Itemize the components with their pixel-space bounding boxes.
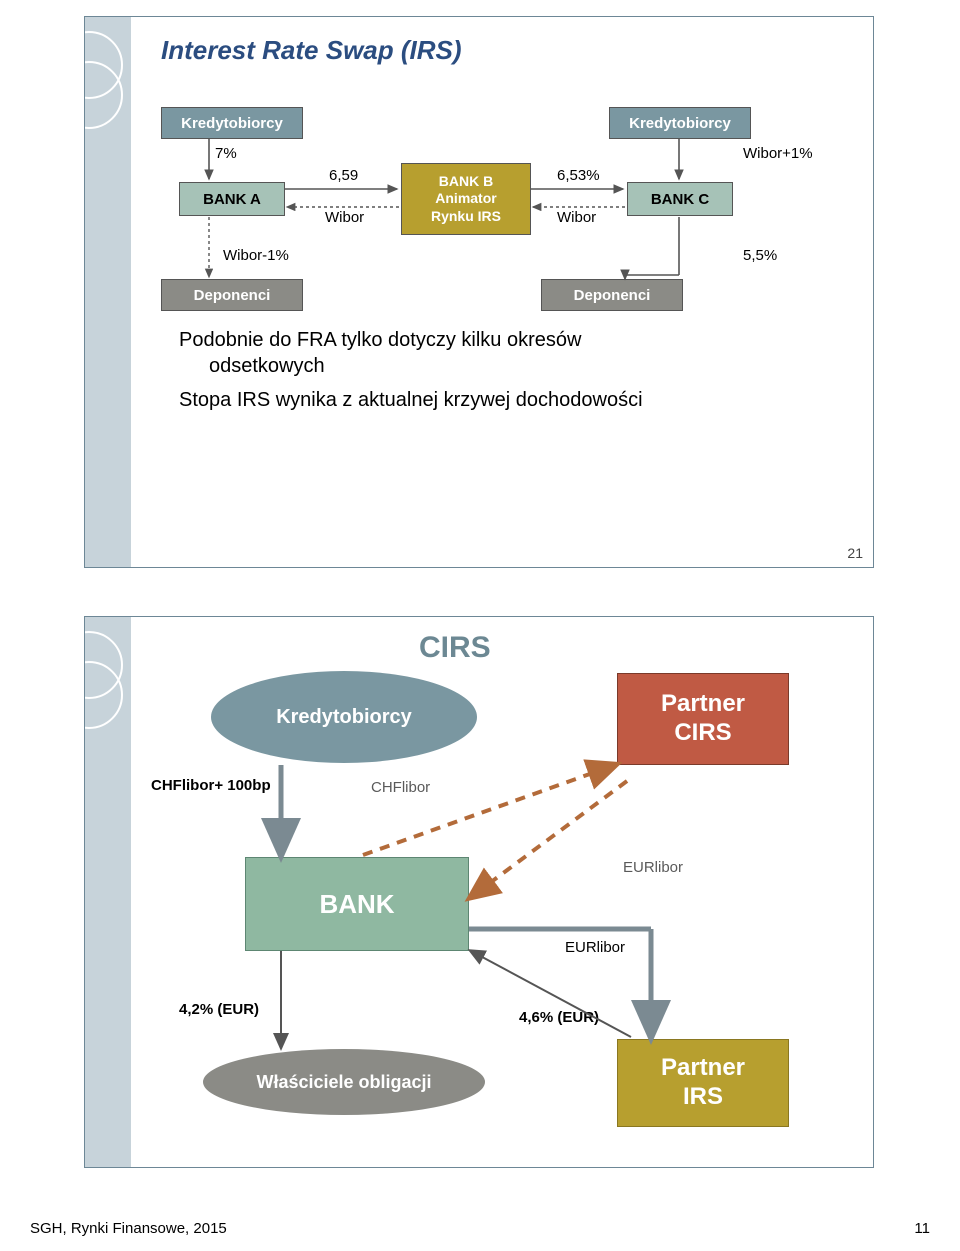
node-partner-cirs-l1: Partner (661, 690, 745, 719)
node-partner-irs-l1: Partner (661, 1054, 745, 1083)
label-653: 6,53% (557, 167, 600, 184)
slide2-title: CIRS (419, 631, 491, 665)
node-partner-cirs: Partner CIRS (617, 673, 789, 765)
node-owners-ellipse: Właściciele obligacji (203, 1049, 485, 1115)
node-bank-b-l2: Animator (435, 190, 496, 208)
label-chflibor100: CHFlibor+ 100bp (151, 777, 271, 794)
note-l1: Podobnie do FRA tylko dotyczy kilku okre… (179, 329, 581, 352)
node-deponenci-right: Deponenci (541, 279, 683, 311)
node-bank-a: BANK A (179, 182, 285, 216)
node-bank-b-l1: BANK B (439, 173, 493, 191)
label-wibor-p1: Wibor+1% (743, 145, 813, 162)
footer-left: SGH, Rynki Finansowe, 2015 (30, 1220, 227, 1237)
node-kredyt-ellipse: Kredytobiorcy (211, 671, 477, 763)
node-kredyt-right: Kredytobiorcy (609, 107, 751, 139)
label-eurlibor1: EURlibor (623, 859, 683, 876)
node-bank-c: BANK C (627, 182, 733, 216)
label-7pct: 7% (215, 145, 237, 162)
node-partner-irs: Partner IRS (617, 1039, 789, 1127)
label-wibor1: Wibor (325, 209, 364, 226)
node-partner-irs-l2: IRS (683, 1083, 723, 1112)
footer-right: 11 (914, 1220, 930, 1237)
node-deponenci-left: Deponenci (161, 279, 303, 311)
label-659: 6,59 (329, 167, 358, 184)
node-bank-b-l3: Rynku IRS (431, 208, 501, 226)
slide1-title: Interest Rate Swap (IRS) (161, 35, 462, 66)
label-chflibor: CHFlibor (371, 779, 430, 796)
slide-number-1: 21 (847, 545, 863, 561)
label-55: 5,5% (743, 247, 777, 264)
node-bank-b: BANK B Animator Rynku IRS (401, 163, 531, 235)
label-wibor2: Wibor (557, 209, 596, 226)
note-l2: odsetkowych (209, 355, 325, 378)
node-kredyt-left: Kredytobiorcy (161, 107, 303, 139)
label-wibor-m1: Wibor-1% (223, 247, 289, 264)
label-eurlibor2: EURlibor (565, 939, 625, 956)
label-eur42: 4,2% (EUR) (179, 1001, 259, 1018)
note-l3: Stopa IRS wynika z aktualnej krzywej doc… (179, 389, 643, 412)
node-partner-cirs-l2: CIRS (674, 719, 731, 748)
label-eur46: 4,6% (EUR) (519, 1009, 599, 1026)
node-bank: BANK (245, 857, 469, 951)
